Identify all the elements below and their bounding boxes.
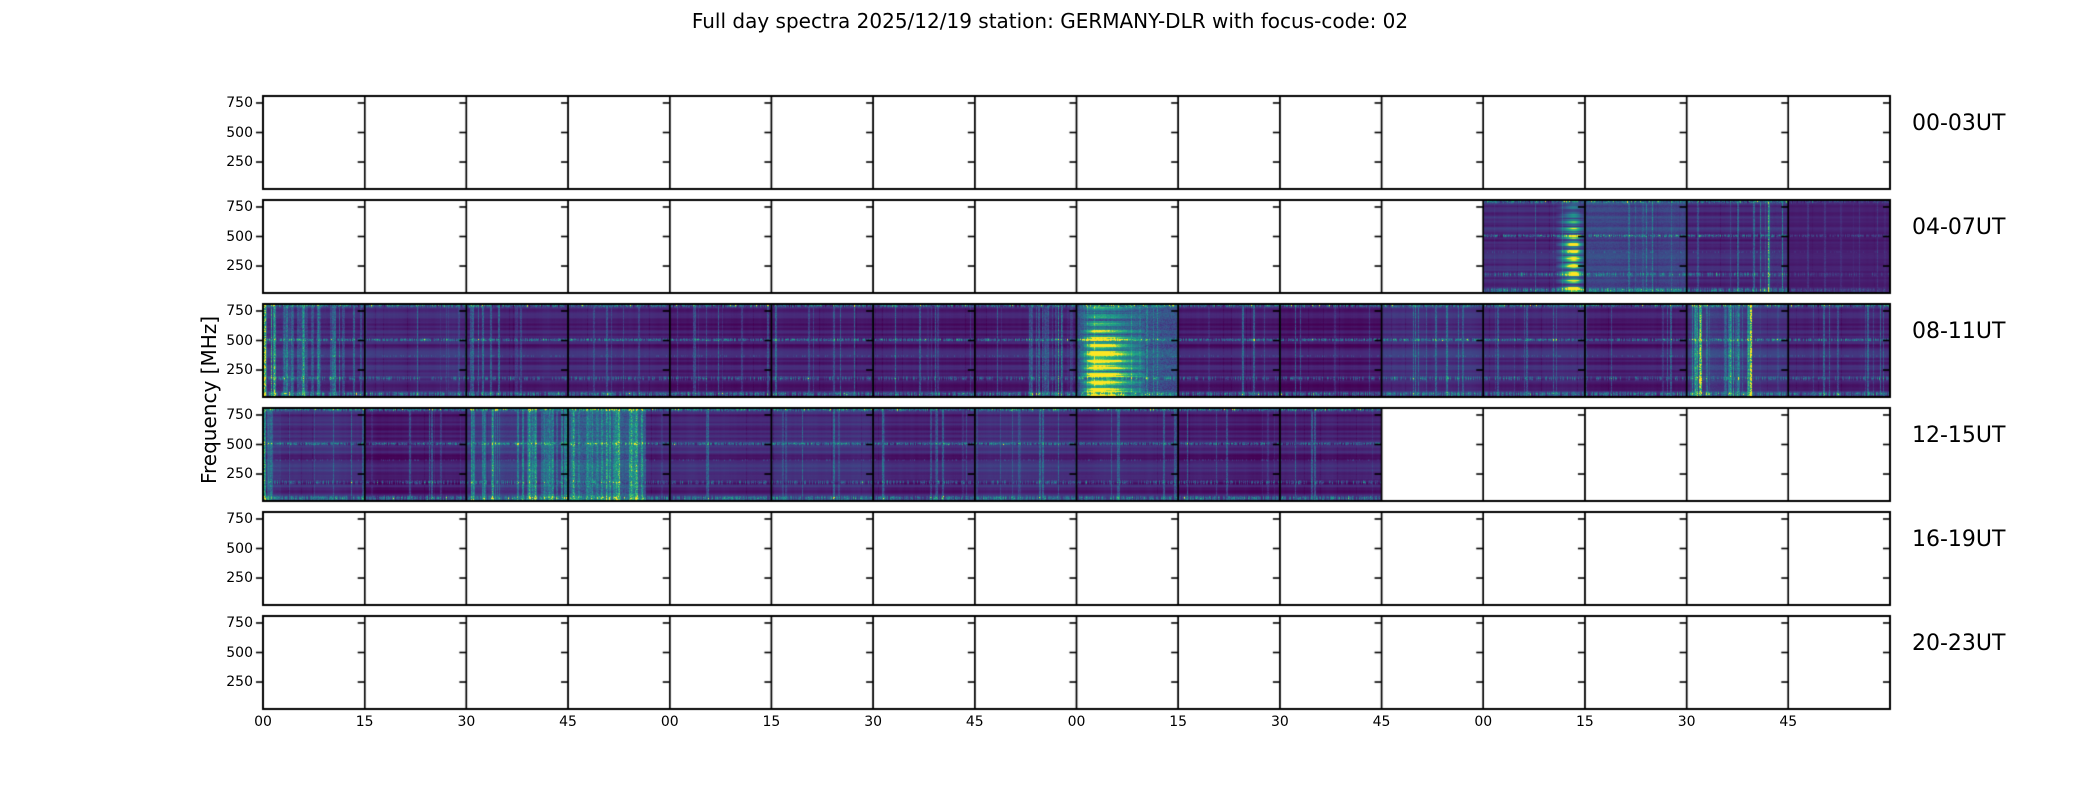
x-tick-label: 45 [1779,714,1798,730]
y-tick-label: 250 [226,154,253,171]
spectrogram-canvas-row-5 [255,510,1894,608]
y-tick-label: 500 [226,124,253,141]
y-tick-label: 500 [226,436,253,453]
x-tick-label: 15 [762,714,781,730]
x-tick-label: 30 [1270,714,1289,730]
x-tick-label: 00 [254,714,272,730]
y-tick-label: 250 [226,362,253,379]
y-tick-label: 250 [226,258,253,275]
y-tick-label: 250 [226,570,253,587]
y-tick-label: 500 [226,228,253,245]
row-time-label: 08-11UT [1912,319,2006,344]
row-time-label: 04-07UT [1912,215,2006,240]
y-tick-label: 750 [226,510,253,527]
x-tick-label: 45 [965,714,984,730]
spectrogram-canvas-row-3 [255,302,1894,400]
spectrogram-canvas-row-1 [255,94,1894,192]
y-tick-label: 750 [226,406,253,423]
row-time-label: 12-15UT [1912,423,2006,448]
y-tick-label: 250 [226,674,253,691]
y-tick-label: 750 [226,198,253,215]
y-tick-label: 500 [226,332,253,349]
y-tick-label: 250 [226,466,253,483]
row-time-label: 00-03UT [1912,111,2006,136]
x-tick-label: 15 [1169,714,1188,730]
x-tick-label: 45 [1372,714,1391,730]
x-tick-label: 15 [1576,714,1594,730]
x-tick-label: 00 [1474,714,1493,730]
y-tick-label: 500 [226,540,253,557]
x-tick-label: 15 [355,714,374,730]
y-tick-label: 750 [226,614,253,631]
x-tick-label: 30 [1677,714,1696,730]
x-tick-label: 30 [864,714,883,730]
y-tick-label: 750 [226,94,253,111]
row-time-label: 20-23UT [1912,631,2006,656]
figure-title: Full day spectra 2025/12/19 station: GER… [691,9,1409,33]
row-time-label: 16-19UT [1912,527,2006,552]
spectrogram-canvas-row-4 [255,406,1894,504]
x-tick-label: 00 [660,714,679,730]
x-tick-label: 30 [457,714,476,730]
y-tick-label: 500 [226,644,253,661]
spectrogram-canvas-row-6 [255,614,1894,712]
spectrogram-canvas-row-2 [255,198,1894,296]
x-tick-label: 00 [1067,714,1086,730]
x-tick-label: 45 [559,714,577,730]
y-tick-label: 750 [226,302,253,319]
